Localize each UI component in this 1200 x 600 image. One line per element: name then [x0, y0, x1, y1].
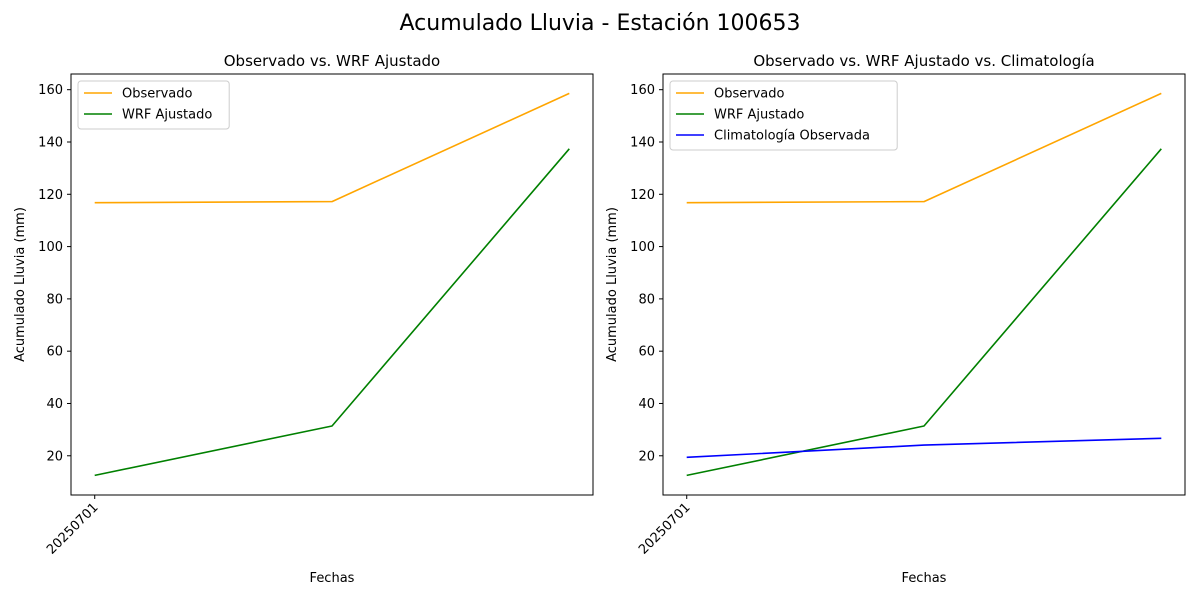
legend-box: [77, 80, 230, 130]
chart-observado-vs-wrf: Observado vs. WRF Ajustado 20 40 60 80 100 120…: [13, 52, 594, 586]
y-tick-label: 100: [630, 240, 655, 255]
series-line-wrf-ajustado: [94, 148, 570, 477]
y-axis-label: Acumulado Lluvia (mm): [605, 207, 620, 362]
legend-box: [669, 80, 898, 151]
y-tick-label: 160: [38, 83, 63, 98]
legend-entry-observado: Observado: [714, 87, 785, 102]
y-tick-label: 100: [38, 240, 63, 255]
figure-suptitle: Acumulado Lluvia - Estación 100653: [400, 11, 801, 36]
series-line-climatologia-observada: [686, 437, 1162, 459]
series-line-wrf-ajustado: [686, 148, 1162, 477]
y-tick-label: 60: [638, 345, 655, 360]
y-tick-label: 80: [46, 292, 63, 307]
y-tick-label: 160: [630, 83, 655, 98]
series-line-observado: [94, 92, 570, 204]
x-axis-label: Fechas: [310, 571, 355, 586]
y-tick-label: 20: [46, 449, 63, 464]
x-tick-label: 20250701: [636, 500, 693, 557]
legend-entry-wrf-ajustado: WRF Ajustado: [122, 108, 212, 123]
y-tick-label: 20: [638, 449, 655, 464]
legend-entry-climatologia-observada: Climatología Observada: [714, 129, 870, 144]
y-axis-label: Acumulado Lluvia (mm): [13, 207, 28, 362]
y-tick-label: 40: [46, 397, 63, 412]
y-tick-label: 120: [630, 188, 655, 203]
y-tick-label: 80: [638, 292, 655, 307]
y-tick-label: 40: [638, 397, 655, 412]
series-line-observado: [686, 92, 1162, 204]
y-tick-label: 120: [38, 188, 63, 203]
chart-title: Observado vs. WRF Ajustado vs. Climatolo…: [753, 52, 1094, 70]
x-tick-label: 20250701: [44, 500, 101, 557]
y-tick-label: 140: [630, 135, 655, 150]
legend: Observado WRF Ajustado Climatología Observ…: [669, 80, 898, 151]
legend-entry-observado: Observado: [122, 87, 193, 102]
legend: Observado WRF Ajustado: [77, 80, 230, 130]
chart-title: Observado vs. WRF Ajustado: [224, 52, 440, 70]
y-tick-label: 60: [46, 345, 63, 360]
legend-entry-wrf-ajustado: WRF Ajustado: [714, 108, 804, 123]
chart-observado-vs-wrf-vs-climatologia: Observado vs. WRF Ajustado vs. Climatolo…: [605, 52, 1186, 586]
plot-frame: [662, 73, 1186, 496]
y-tick-label: 140: [38, 135, 63, 150]
plot-frame: [70, 73, 594, 496]
x-axis-label: Fechas: [902, 571, 947, 586]
